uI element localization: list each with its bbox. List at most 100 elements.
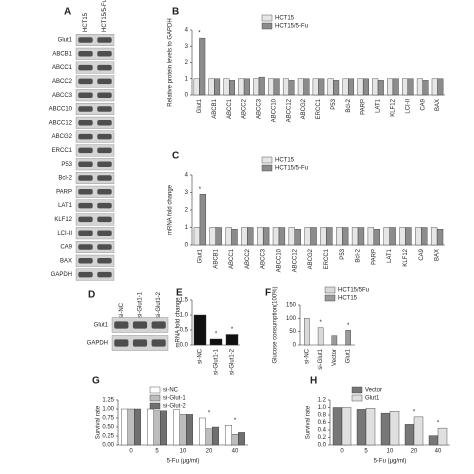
bar bbox=[389, 227, 396, 246]
blot-strip bbox=[75, 268, 115, 281]
y-axis-label: mRNA fold change bbox=[176, 297, 182, 348]
panel-label: B bbox=[172, 7, 179, 18]
bar bbox=[336, 227, 343, 246]
x-tick-label: 20 bbox=[206, 449, 213, 455]
x-tick-label: ERCC1 bbox=[324, 248, 330, 269]
bar bbox=[199, 417, 206, 446]
x-tick-label: 40 bbox=[232, 449, 239, 455]
legend-swatch bbox=[261, 22, 273, 30]
bar bbox=[422, 80, 429, 96]
protein-label: GAPDH bbox=[87, 341, 108, 347]
x-tick-label: P53 bbox=[340, 248, 346, 259]
bar bbox=[212, 426, 219, 446]
annotation: * bbox=[199, 187, 202, 193]
bar bbox=[193, 314, 207, 346]
legend-swatch bbox=[261, 14, 273, 22]
blot-band bbox=[78, 161, 93, 167]
legend-swatch bbox=[149, 394, 161, 402]
legend-swatch bbox=[149, 386, 161, 394]
blot-band bbox=[78, 51, 93, 57]
bar bbox=[179, 414, 187, 446]
protein-label: GAPDH bbox=[51, 272, 72, 278]
legend-label: HCT15 bbox=[338, 296, 358, 302]
blot-band bbox=[78, 258, 93, 264]
x-tick-label: Bcl-2 bbox=[356, 248, 362, 262]
y-tick-label: 0 bbox=[185, 93, 189, 99]
bar bbox=[223, 78, 230, 96]
protein-label: LAT1 bbox=[58, 203, 73, 209]
bar bbox=[282, 78, 289, 96]
protein-label: KLF12 bbox=[54, 217, 72, 223]
protein-label: BAX bbox=[60, 258, 72, 264]
bar bbox=[238, 432, 245, 446]
bar bbox=[193, 78, 200, 96]
x-tick-label: si-Glut1-2 bbox=[230, 348, 236, 375]
y-tick-label: 0.4 bbox=[318, 428, 327, 434]
annotation: * bbox=[347, 323, 350, 329]
blot-band bbox=[97, 37, 112, 43]
x-tick-label: Glut1 bbox=[346, 348, 352, 363]
y-tick-label: 4 bbox=[185, 28, 189, 34]
blot-band bbox=[97, 161, 112, 167]
x-tick-label: ABCB1 bbox=[212, 98, 218, 118]
x-axis-label: 5-Fu (μg/ml) bbox=[167, 459, 200, 465]
bar bbox=[215, 227, 222, 246]
bar bbox=[214, 78, 221, 96]
bar bbox=[127, 408, 135, 446]
y-tick-label: 0.25 bbox=[102, 434, 114, 440]
bar bbox=[428, 435, 439, 446]
legend-label: Glut1 bbox=[365, 396, 380, 402]
x-tick-label: BAX bbox=[435, 99, 441, 111]
blot-strip bbox=[75, 130, 115, 143]
bar bbox=[173, 409, 180, 446]
bar bbox=[333, 80, 340, 96]
blot-strip bbox=[75, 75, 115, 88]
protein-label: LCI-II bbox=[57, 231, 72, 237]
x-tick-label: 10 bbox=[180, 449, 187, 455]
x-tick-label: Bcl-2 bbox=[346, 98, 352, 112]
protein-label: ABCG2 bbox=[52, 134, 73, 140]
bar bbox=[193, 227, 201, 246]
y-tick-label: 50 bbox=[289, 329, 296, 335]
bar bbox=[332, 407, 343, 446]
bar bbox=[186, 414, 193, 446]
panel-label: A bbox=[64, 7, 71, 18]
x-tick-label: Vector bbox=[332, 349, 338, 366]
y-tick-label: 2 bbox=[185, 60, 189, 66]
panel-label: E bbox=[176, 288, 183, 299]
bar bbox=[241, 227, 248, 246]
blot-band bbox=[97, 147, 112, 154]
protein-label: ABCC10 bbox=[49, 107, 73, 113]
annotation: * bbox=[437, 421, 440, 427]
legend-swatch bbox=[351, 394, 363, 402]
y-tick-label: 2 bbox=[185, 208, 189, 214]
y-tick-label: 0.5 bbox=[180, 328, 189, 334]
bar bbox=[208, 78, 215, 96]
y-tick-label: 4 bbox=[185, 173, 189, 179]
blot-band bbox=[114, 339, 129, 347]
bar bbox=[431, 78, 438, 96]
legend-swatch bbox=[324, 294, 336, 302]
protein-label: Glut1 bbox=[58, 38, 73, 44]
x-tick-label: 5 bbox=[155, 449, 159, 455]
blot-band bbox=[97, 78, 112, 85]
bar bbox=[310, 227, 317, 246]
blot-strip bbox=[75, 241, 115, 253]
bar bbox=[272, 227, 280, 246]
x-tick-label: CA9 bbox=[420, 98, 426, 110]
blot-strip bbox=[75, 254, 115, 267]
blot-band bbox=[78, 216, 93, 223]
panel-label: F bbox=[265, 288, 271, 299]
blot-strip bbox=[75, 199, 115, 212]
bar bbox=[387, 78, 394, 96]
x-tick-label: si-Glut1 bbox=[318, 348, 324, 369]
bar bbox=[262, 227, 270, 246]
bar bbox=[209, 227, 216, 246]
blot-strip bbox=[75, 103, 115, 115]
x-tick-label: LCI-II bbox=[405, 99, 411, 114]
blot-band bbox=[97, 244, 112, 250]
blot-band bbox=[97, 258, 112, 264]
x-axis-label: 5-Fu (μg/ml) bbox=[374, 459, 407, 465]
bar bbox=[153, 410, 161, 446]
x-tick-label: ABCG2 bbox=[308, 248, 314, 269]
